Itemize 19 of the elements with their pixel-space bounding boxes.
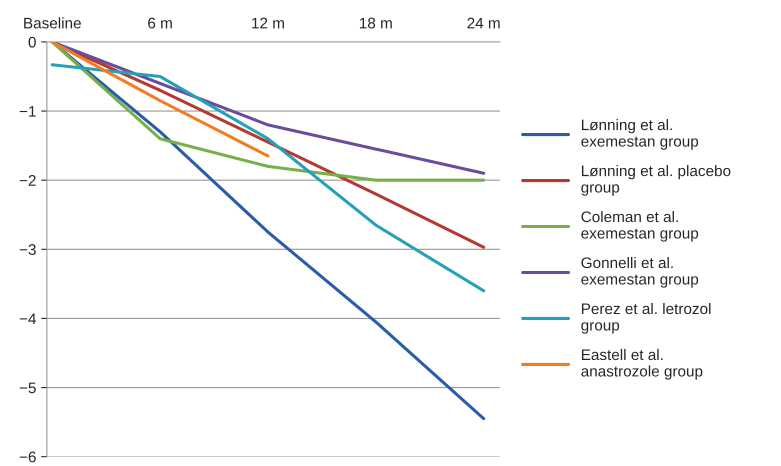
legend-label: Lønning et al. exemestan group [581, 119, 698, 150]
x-tick-label: 6 m [148, 18, 172, 29]
legend-label: Coleman et al. exemestan group [581, 210, 698, 242]
y-tick-label: −1 [20, 106, 36, 117]
legend-label: Perez et al. letrozol group [581, 302, 710, 334]
x-tick-label: 12 m [252, 18, 284, 28]
legend-label: Gonnelli et al. exemestan group [581, 256, 698, 288]
y-tick-label: −3 [20, 244, 36, 255]
x-tick-label: 24 m [467, 18, 500, 28]
y-tick-label: −4 [20, 313, 36, 324]
line-series [50, 63, 486, 292]
y-tick-label: −6 [20, 452, 36, 462]
y-tick-label: −5 [20, 382, 36, 394]
x-tick-label: 18 m [360, 18, 392, 29]
x-tick-label: Baseline [24, 17, 81, 29]
y-tick-label: 0 [28, 36, 36, 48]
legend-label: Eastell et al. anastrozole group [581, 348, 702, 380]
legend-label: Lønning et al. placebo group [581, 165, 730, 196]
y-tick-label: −2 [20, 175, 36, 186]
